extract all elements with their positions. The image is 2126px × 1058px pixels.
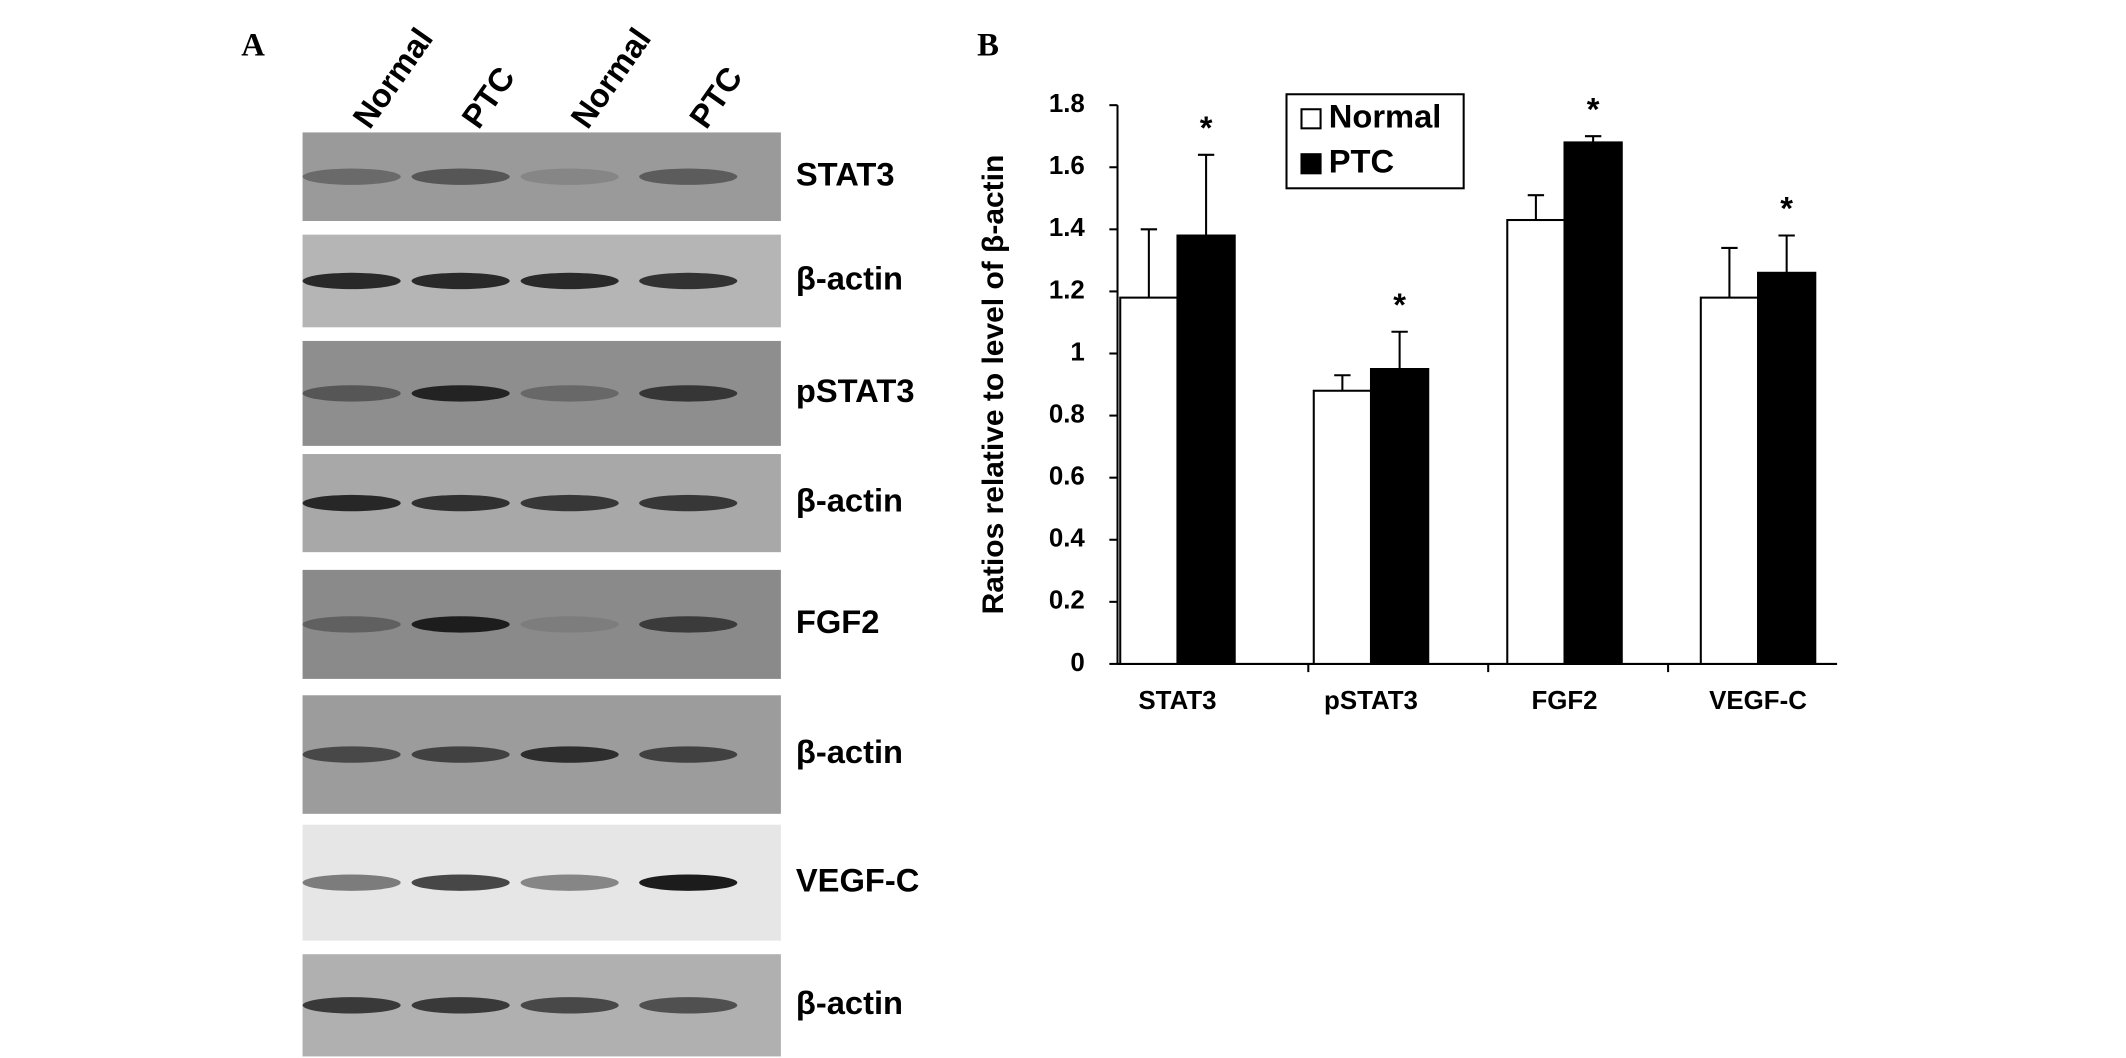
blot-label: β-actin: [796, 482, 903, 519]
blot-label: FGF2: [796, 603, 880, 640]
panel-label: A: [241, 27, 265, 63]
bar: [1312, 389, 1373, 665]
blot-band: [302, 272, 401, 290]
y-tick-label: 1.6: [1049, 152, 1085, 180]
lane-label: PTC: [454, 60, 522, 135]
y-tick-label: 0: [1070, 649, 1084, 677]
significance-mark: *: [1587, 90, 1600, 127]
blot-band: [302, 385, 401, 402]
error-bar: [1391, 330, 1408, 370]
blot-band: [411, 746, 510, 763]
blot-band: [302, 746, 401, 763]
y-tick-label: 0.2: [1049, 587, 1085, 615]
blot-band: [520, 746, 619, 763]
bar: [1506, 218, 1566, 665]
error-bar: [1721, 246, 1738, 298]
error-bar: [1584, 135, 1602, 143]
legend-label: PTC: [1329, 142, 1394, 179]
error-bar: [1334, 374, 1351, 391]
legend-swatch: [1300, 108, 1322, 130]
legend-swatch: [1300, 153, 1322, 175]
bar: [1119, 296, 1179, 665]
lane-label: Normal: [563, 21, 658, 134]
y-tick-label: 1: [1070, 338, 1084, 366]
blot-band: [302, 494, 401, 512]
blot-band: [639, 616, 738, 633]
blot-band: [639, 494, 738, 512]
blot-band: [520, 168, 619, 185]
blot-band: [639, 746, 738, 763]
blot-band: [411, 494, 510, 512]
blot-band: [520, 272, 619, 290]
blot-label: pSTAT3: [796, 372, 915, 409]
blot-label: STAT3: [796, 155, 895, 192]
blot-band: [639, 385, 738, 402]
significance-mark: *: [1393, 286, 1406, 323]
y-tick-label: 0.4: [1049, 525, 1086, 553]
lane-label: Normal: [345, 21, 440, 134]
blot-band: [520, 874, 619, 891]
blot-band: [302, 997, 401, 1014]
significance-mark: *: [1200, 109, 1213, 146]
blot-band: [639, 997, 738, 1014]
blot-band: [411, 168, 510, 185]
error-bar: [1197, 153, 1215, 236]
error-bar: [1140, 228, 1158, 298]
blot-label: VEGF-C: [796, 861, 919, 898]
blot-band: [520, 997, 619, 1014]
blot-label: β-actin: [796, 260, 903, 297]
y-axis-label: Ratios relative to level of β-actin: [977, 155, 1010, 615]
x-tick-label: VEGF-C: [1709, 687, 1807, 715]
blot-band: [520, 616, 619, 633]
blot-band: [411, 874, 510, 891]
blot-band: [302, 168, 401, 185]
blot-band: [302, 874, 401, 891]
blot-band: [302, 616, 401, 633]
blot-label: β-actin: [796, 984, 903, 1021]
blot-band: [411, 272, 510, 290]
blot-band: [411, 385, 510, 402]
blot-band: [520, 494, 619, 512]
y-tick-label: 0.8: [1049, 400, 1085, 428]
blot-band: [639, 272, 738, 290]
bar: [1176, 234, 1236, 665]
x-tick-label: pSTAT3: [1324, 687, 1418, 715]
blot-label: β-actin: [796, 733, 903, 770]
lane-label: PTC: [682, 60, 750, 135]
y-tick-label: 1.8: [1049, 90, 1085, 118]
blot-band: [411, 997, 510, 1014]
significance-mark: *: [1780, 190, 1793, 227]
bar: [1699, 296, 1760, 665]
blot-band: [411, 616, 510, 633]
error-bar: [1778, 234, 1795, 273]
panel-label: B: [977, 27, 999, 63]
error-bar: [1527, 194, 1545, 221]
blot: [302, 132, 781, 222]
x-tick-label: FGF2: [1531, 687, 1597, 715]
bar: [1757, 271, 1817, 665]
x-tick-label: STAT3: [1138, 687, 1216, 715]
bar: [1563, 141, 1623, 665]
blot-band: [520, 385, 619, 402]
y-tick-label: 1.4: [1049, 214, 1086, 242]
y-tick-label: 0.6: [1049, 463, 1085, 491]
blot-band: [639, 874, 738, 891]
legend-label: Normal: [1329, 97, 1442, 134]
blot-band: [639, 168, 738, 185]
bar: [1369, 367, 1430, 665]
y-tick-label: 1.2: [1049, 276, 1085, 304]
